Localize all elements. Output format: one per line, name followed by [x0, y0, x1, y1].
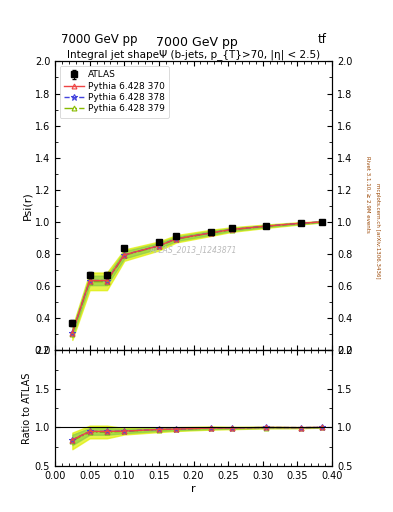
- Pythia 6.428 370: [264, 223, 269, 229]
- Pythia 6.428 379: [174, 236, 178, 242]
- Text: ATLAS_2013_I1243871: ATLAS_2013_I1243871: [150, 245, 237, 254]
- Pythia 6.428 370: [122, 252, 127, 258]
- Y-axis label: Ratio to ATLAS: Ratio to ATLAS: [22, 372, 32, 444]
- Pythia 6.428 378: [122, 252, 127, 258]
- Pythia 6.428 370: [87, 278, 92, 284]
- Pythia 6.428 379: [229, 227, 234, 233]
- Pythia 6.428 378: [209, 230, 213, 236]
- Y-axis label: Psi(r): Psi(r): [22, 191, 32, 220]
- Pythia 6.428 370: [105, 278, 109, 284]
- Pythia 6.428 378: [264, 223, 269, 229]
- Pythia 6.428 378: [105, 278, 109, 284]
- Legend: ATLAS, Pythia 6.428 370, Pythia 6.428 378, Pythia 6.428 379: ATLAS, Pythia 6.428 370, Pythia 6.428 37…: [59, 66, 169, 118]
- Text: mcplots.cern.ch [arXiv:1306.3436]: mcplots.cern.ch [arXiv:1306.3436]: [375, 183, 380, 278]
- Pythia 6.428 378: [320, 219, 324, 225]
- Pythia 6.428 379: [156, 243, 161, 249]
- Line: Pythia 6.428 379: Pythia 6.428 379: [70, 220, 324, 336]
- Pythia 6.428 379: [122, 252, 127, 259]
- Line: Pythia 6.428 378: Pythia 6.428 378: [69, 219, 325, 336]
- Pythia 6.428 370: [320, 219, 324, 225]
- Pythia 6.428 379: [209, 230, 213, 236]
- X-axis label: r: r: [191, 483, 196, 494]
- Pythia 6.428 370: [299, 220, 303, 226]
- Pythia 6.428 378: [70, 330, 75, 336]
- Text: tf: tf: [318, 33, 327, 46]
- Pythia 6.428 378: [299, 220, 303, 226]
- Pythia 6.428 379: [105, 279, 109, 285]
- Pythia 6.428 378: [174, 236, 178, 242]
- Text: 7000 GeV pp: 7000 GeV pp: [61, 33, 137, 46]
- Pythia 6.428 370: [174, 236, 178, 242]
- Pythia 6.428 370: [229, 226, 234, 232]
- Pythia 6.428 379: [320, 219, 324, 225]
- Pythia 6.428 379: [264, 223, 269, 229]
- Pythia 6.428 379: [70, 330, 75, 336]
- Line: Pythia 6.428 370: Pythia 6.428 370: [70, 220, 324, 335]
- Pythia 6.428 378: [87, 278, 92, 284]
- Pythia 6.428 379: [87, 279, 92, 285]
- Text: 7000 GeV pp: 7000 GeV pp: [156, 36, 237, 49]
- Pythia 6.428 370: [156, 243, 161, 249]
- Pythia 6.428 379: [299, 220, 303, 226]
- Text: Rivet 3.1.10, ≥ 2.9M events: Rivet 3.1.10, ≥ 2.9M events: [365, 156, 370, 233]
- Pythia 6.428 378: [156, 243, 161, 249]
- Title: Integral jet shapeΨ (b-jets, p_{T}>70, |η| < 2.5): Integral jet shapeΨ (b-jets, p_{T}>70, |…: [67, 49, 320, 60]
- Pythia 6.428 370: [70, 330, 75, 336]
- Pythia 6.428 370: [209, 230, 213, 236]
- Pythia 6.428 378: [229, 226, 234, 232]
